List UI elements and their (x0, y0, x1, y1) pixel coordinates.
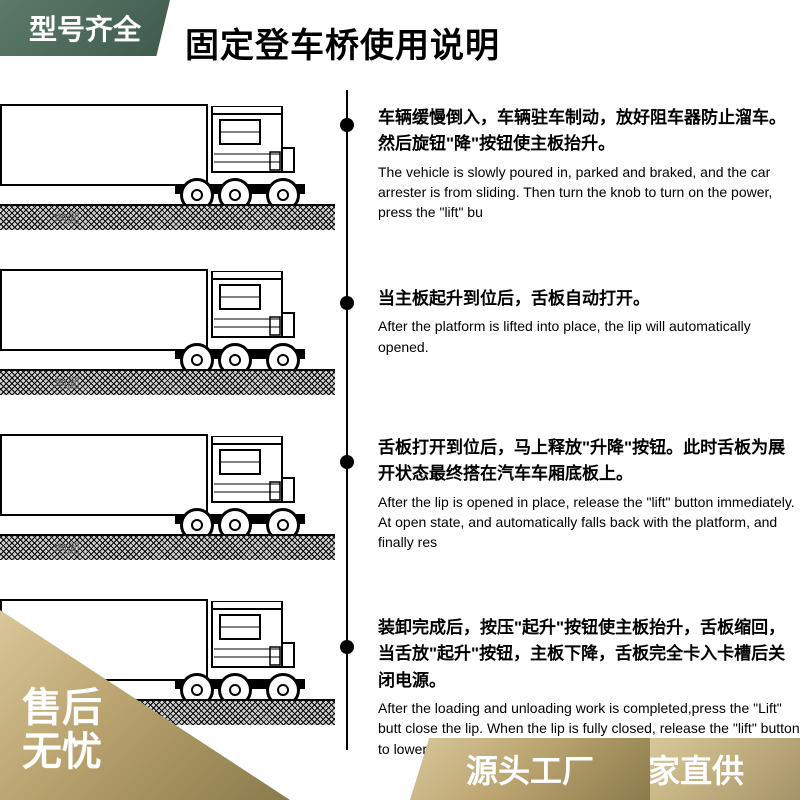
step-text: 舌板打开到位后，马上释放"升降"按钮。此时舌板为展开状态最终搭在汽车车厢底板上。… (378, 435, 800, 553)
timeline-dot (340, 118, 354, 132)
badge-top-left: 型号齐全 (0, 0, 170, 56)
ground-label: 地面 (54, 208, 80, 227)
timeline-dot (340, 455, 354, 469)
truck-cab (210, 271, 298, 351)
step-en: After the platform is lifted into place,… (378, 316, 800, 357)
step-en: After the lip is opened in place, releas… (378, 492, 800, 553)
ground-texture (0, 204, 335, 230)
truck-trailer (0, 104, 208, 186)
step-text: 车辆缓慢倒入，车辆驻车制动，放好阻车器防止溜车。然后旋钮"降"按钮使主板抬升。T… (378, 105, 800, 223)
truck-trailer (0, 434, 208, 516)
corner-bottom-left-text: 售后 无忧 (22, 686, 102, 774)
ground-label: 地面 (54, 538, 80, 557)
badge-bottom-right-1: 源头工厂 (410, 738, 650, 800)
step-cn: 装卸完成后，按压"起升"按钮使主板抬升，舌板缩回，当舌放"起升"按钮，主板下降，… (378, 615, 800, 694)
step-cn: 车辆缓慢倒入，车辆驻车制动，放好阻车器防止溜车。然后旋钮"降"按钮使主板抬升。 (378, 105, 800, 158)
truck-illustration: 地面 (0, 400, 335, 560)
truck-illustration: 地面 (0, 235, 335, 395)
truck-cab (210, 436, 298, 516)
timeline-dot (340, 640, 354, 654)
truck-illustration: 地面 (0, 70, 335, 230)
step-cn: 舌板打开到位后，马上释放"升降"按钮。此时舌板为展开状态最终搭在汽车车厢底板上。 (378, 435, 800, 488)
truck-cab (210, 601, 298, 681)
step-en: The vehicle is slowly poured in, parked … (378, 162, 800, 223)
step-text: 装卸完成后，按压"起升"按钮使主板抬升，舌板缩回，当舌放"起升"按钮，主板下降，… (378, 615, 800, 759)
ground-texture (0, 534, 335, 560)
ground-label: 地面 (54, 373, 80, 392)
page-title: 固定登车桥使用说明 (185, 18, 500, 67)
step-cn: 当主板起升到位后，舌板自动打开。 (378, 286, 800, 312)
document-page: 固定登车桥使用说明 型号齐全 车辆缓慢倒入，车辆驻车制动，放好阻车器防止溜车。然… (0, 0, 800, 800)
bl-line1: 售后 (22, 686, 102, 730)
ground-texture (0, 369, 335, 395)
truck-cab (210, 106, 298, 186)
bl-line2: 无忧 (22, 730, 102, 774)
step-text: 当主板起升到位后，舌板自动打开。 After the platform is li… (378, 286, 800, 357)
truck-trailer (0, 269, 208, 351)
timeline-dot (340, 296, 354, 310)
